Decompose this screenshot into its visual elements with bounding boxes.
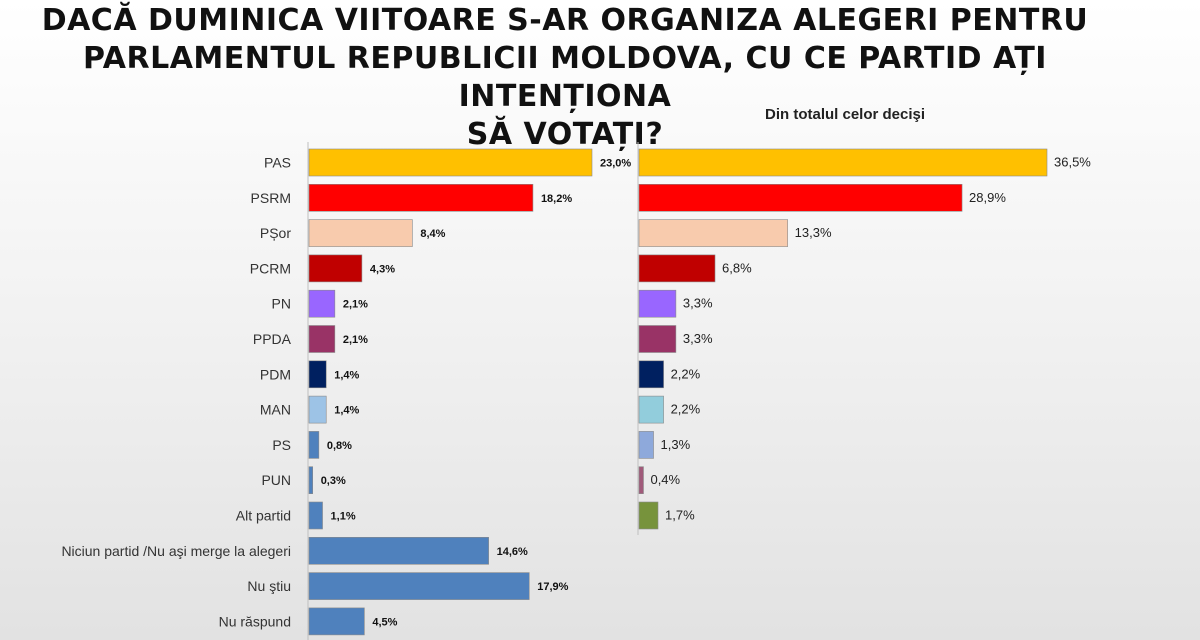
data-label-right-7: 2,2% (671, 402, 701, 417)
left-chart: 23,0% PAS 18,2% PSRM 8,4% PȘor 4,3% PCRM 2,1% PN 2… (61, 148, 631, 636)
data-label-left-8: 0,8% (327, 440, 352, 452)
bar-left-1 (308, 184, 534, 212)
data-label-right-6: 2,2% (671, 366, 701, 381)
data-label-left-3: 4,3% (370, 263, 395, 275)
category-label-1: PSRM (251, 190, 291, 206)
data-label-right-8: 1,3% (661, 437, 691, 452)
data-label-left-5: 2,1% (343, 334, 368, 346)
data-label-left-4: 2,1% (343, 299, 368, 311)
category-label-5: PPDA (253, 331, 292, 347)
bar-right-2 (638, 219, 788, 247)
bar-left-11 (308, 536, 489, 565)
data-label-right-9: 0,4% (650, 472, 680, 487)
data-label-right-10: 1,7% (665, 508, 695, 523)
data-label-right-5: 3,3% (683, 331, 713, 346)
right-chart: 36,5% 28,9% 13,3% 6,8% 3,3% 3,3% 2,2% 2,2% 1,3% 0… (638, 148, 1091, 530)
bar-left-2 (308, 219, 413, 247)
bar-right-0 (638, 148, 1048, 177)
category-label-0: PAS (264, 155, 291, 171)
category-label-7: MAN (260, 402, 291, 418)
data-label-left-9: 0,3% (321, 475, 346, 487)
bar-left-9 (308, 466, 313, 495)
category-label-8: PS (272, 437, 291, 453)
data-label-left-12: 17,9% (537, 581, 568, 593)
data-label-right-2: 13,3% (795, 225, 832, 240)
data-label-right-3: 6,8% (722, 260, 752, 275)
category-label-12: Nu ştiu (247, 578, 291, 594)
data-label-right-0: 36,5% (1054, 155, 1091, 170)
title-line-2: PARLAMENTUL REPUBLICII MOLDOVA, CU CE PA… (83, 41, 1047, 114)
bar-right-10 (638, 501, 659, 530)
bar-left-6 (308, 360, 327, 389)
category-label-3: PCRM (250, 260, 291, 276)
category-label-10: Alt partid (236, 508, 291, 524)
category-label-4: PN (272, 296, 291, 312)
bar-right-3 (638, 254, 716, 283)
bar-left-10 (308, 501, 323, 530)
bar-left-4 (308, 289, 336, 318)
data-label-left-13: 4,5% (372, 616, 397, 628)
title-line-3: SĂ VOTAȚI? (466, 117, 664, 152)
bar-left-12 (308, 572, 530, 600)
bar-right-1 (638, 184, 963, 212)
category-label-2: PȘor (260, 225, 291, 241)
bar-left-13 (308, 607, 365, 636)
data-label-left-11: 14,6% (497, 546, 528, 558)
category-label-6: PDM (260, 366, 291, 382)
bar-right-5 (638, 325, 677, 353)
bar-left-8 (308, 431, 320, 459)
data-label-right-4: 3,3% (683, 296, 713, 311)
category-label-9: PUN (261, 472, 291, 488)
bar-right-4 (638, 289, 677, 318)
data-label-left-2: 8,4% (420, 228, 445, 240)
bar-right-9 (638, 466, 644, 495)
data-label-left-0: 23,0% (600, 158, 631, 170)
data-label-right-1: 28,9% (969, 190, 1006, 205)
data-label-left-1: 18,2% (541, 193, 572, 205)
data-label-left-6: 1,4% (334, 369, 359, 381)
bar-left-5 (308, 325, 336, 353)
bar-right-8 (638, 431, 654, 459)
right-chart-title: Din totalul celor decişi (765, 106, 926, 123)
category-label-13: Nu răspund (219, 613, 291, 629)
bar-left-3 (308, 254, 363, 283)
bar-left-7 (308, 395, 327, 424)
bar-right-7 (638, 395, 664, 424)
title-line-1: DACĂ DUMINICA VIITOARE S-AR ORGANIZA ALE… (41, 3, 1089, 38)
data-label-left-7: 1,4% (334, 405, 359, 417)
chart-title: DACĂ DUMINICA VIITOARE S-AR ORGANIZA ALE… (0, 2, 1130, 154)
bar-left-0 (308, 148, 593, 177)
bar-right-6 (638, 360, 664, 389)
category-label-11: Niciun partid /Nu aşi merge la alegeri (61, 543, 291, 559)
data-label-left-10: 1,1% (331, 511, 356, 523)
